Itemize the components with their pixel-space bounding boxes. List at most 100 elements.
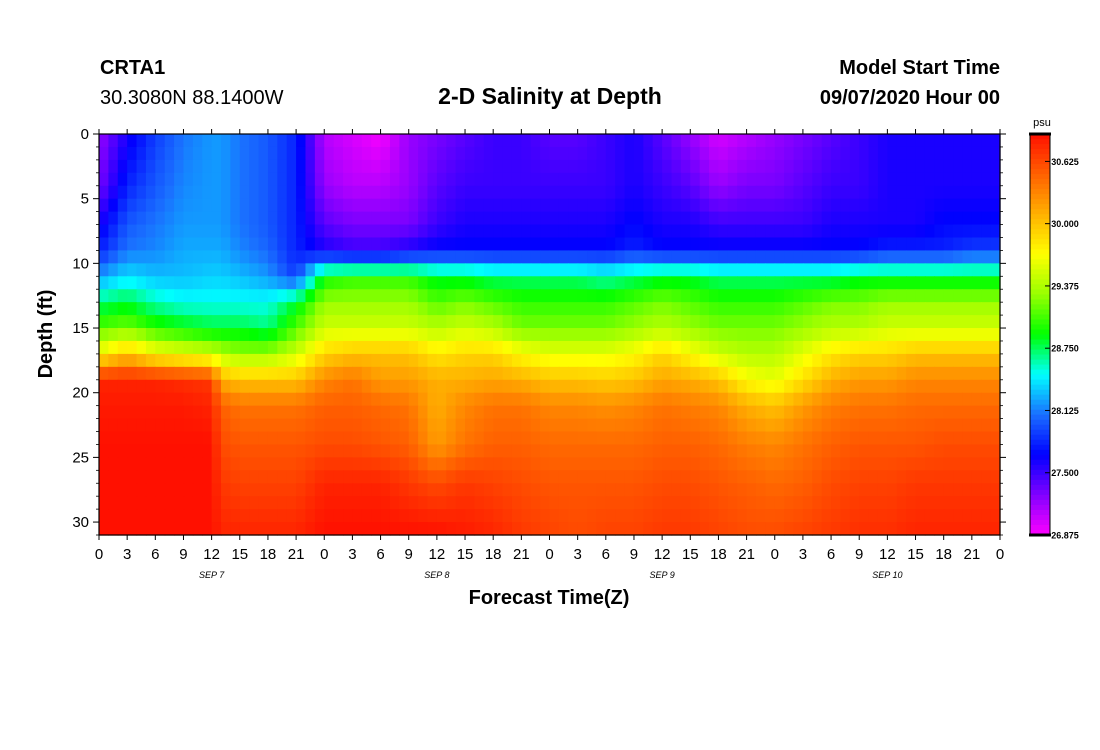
heatmap-cell bbox=[239, 198, 250, 213]
heatmap-cell bbox=[774, 366, 785, 381]
heatmap-cell bbox=[887, 509, 898, 523]
heatmap-cell bbox=[605, 224, 616, 239]
heatmap-cell bbox=[962, 302, 973, 316]
heatmap-cell bbox=[633, 483, 644, 497]
heatmap-cell bbox=[971, 405, 982, 420]
heatmap-cell bbox=[709, 483, 720, 497]
heatmap-cell bbox=[953, 302, 964, 316]
heatmap-cell bbox=[296, 263, 307, 277]
heatmap-cell bbox=[230, 483, 241, 497]
heatmap-cell bbox=[896, 483, 907, 497]
heatmap-cell bbox=[511, 211, 522, 226]
colorbar-segment bbox=[1030, 249, 1050, 255]
heatmap-cell bbox=[793, 431, 804, 446]
heatmap-cell bbox=[971, 483, 982, 497]
heatmap-cell bbox=[230, 302, 241, 316]
heatmap-cell bbox=[455, 224, 466, 239]
heatmap-cell bbox=[662, 237, 673, 252]
heatmap-cell bbox=[577, 353, 588, 368]
heatmap-cell bbox=[587, 172, 598, 187]
heatmap-cell bbox=[267, 418, 278, 433]
heatmap-cell bbox=[821, 315, 832, 329]
heatmap-cell bbox=[971, 418, 982, 433]
heatmap-cell bbox=[352, 263, 363, 277]
heatmap-cell bbox=[389, 444, 400, 458]
heatmap-cell bbox=[389, 431, 400, 446]
heatmap-cell bbox=[277, 405, 288, 420]
heatmap-cell bbox=[924, 237, 935, 252]
heatmap-cell bbox=[540, 289, 551, 303]
heatmap-cell bbox=[211, 353, 222, 368]
heatmap-cell bbox=[549, 483, 560, 497]
heatmap-cell bbox=[249, 185, 260, 200]
heatmap-cell bbox=[709, 328, 720, 342]
heatmap-cell bbox=[277, 522, 288, 536]
heatmap-cell bbox=[277, 302, 288, 316]
heatmap-cell bbox=[249, 237, 260, 252]
colorbar-segment bbox=[1030, 484, 1050, 491]
heatmap-cell bbox=[605, 431, 616, 446]
heatmap-cell bbox=[924, 198, 935, 213]
heatmap-cell bbox=[615, 470, 626, 484]
heatmap-cell bbox=[671, 353, 682, 368]
heatmap-cell bbox=[352, 418, 363, 433]
heatmap-cell bbox=[296, 276, 307, 290]
heatmap-cell bbox=[953, 328, 964, 342]
heatmap-cell bbox=[483, 172, 494, 187]
heatmap-cell bbox=[633, 276, 644, 290]
heatmap-cell bbox=[943, 250, 954, 264]
heatmap-cell bbox=[511, 198, 522, 213]
heatmap-cell bbox=[971, 211, 982, 226]
heatmap-cell bbox=[483, 431, 494, 446]
heatmap-cell bbox=[493, 172, 504, 187]
heatmap-cell bbox=[540, 366, 551, 381]
heatmap-cell bbox=[868, 198, 879, 213]
heatmap-cell bbox=[709, 405, 720, 420]
heatmap-cell bbox=[605, 418, 616, 433]
heatmap-cell bbox=[511, 172, 522, 187]
heatmap-cell bbox=[812, 444, 823, 458]
heatmap-cell bbox=[127, 353, 138, 368]
heatmap-cell bbox=[117, 134, 128, 148]
colorbar-segment bbox=[1030, 509, 1050, 516]
heatmap-cell bbox=[286, 185, 297, 200]
heatmap-cell bbox=[277, 353, 288, 368]
heatmap-cell bbox=[258, 134, 269, 148]
heatmap-cell bbox=[802, 340, 813, 355]
heatmap-cell bbox=[643, 366, 654, 381]
heatmap-cell bbox=[427, 159, 438, 174]
heatmap-cell bbox=[727, 237, 738, 252]
heatmap-cell bbox=[540, 159, 551, 174]
heatmap-cell bbox=[136, 328, 147, 342]
heatmap-cell bbox=[887, 457, 898, 471]
heatmap-cell bbox=[314, 379, 325, 394]
heatmap-cell bbox=[877, 250, 888, 264]
x-tick-label: 6 bbox=[827, 546, 835, 563]
heatmap-cell bbox=[399, 172, 410, 187]
heatmap-cell bbox=[755, 134, 766, 148]
heatmap-cell bbox=[727, 250, 738, 264]
heatmap-cell bbox=[521, 353, 532, 368]
heatmap-cell bbox=[624, 366, 635, 381]
heatmap-cell bbox=[314, 431, 325, 446]
heatmap-cell bbox=[530, 237, 541, 252]
heatmap-cell bbox=[174, 470, 185, 484]
heatmap-cell bbox=[136, 340, 147, 355]
heatmap-cell bbox=[587, 405, 598, 420]
heatmap-cell bbox=[877, 340, 888, 355]
colorbar-segment bbox=[1030, 339, 1050, 346]
heatmap-cell bbox=[427, 392, 438, 407]
heatmap-cell bbox=[915, 224, 926, 239]
heatmap-cell bbox=[755, 379, 766, 394]
heatmap-cell bbox=[727, 211, 738, 226]
heatmap-cell bbox=[624, 211, 635, 226]
heatmap-cell bbox=[343, 340, 354, 355]
heatmap-cell bbox=[915, 237, 926, 252]
heatmap-cell bbox=[399, 263, 410, 277]
heatmap-cell bbox=[652, 198, 663, 213]
heatmap-cell bbox=[662, 315, 673, 329]
heatmap-cell bbox=[793, 146, 804, 161]
heatmap-cell bbox=[737, 353, 748, 368]
heatmap-cell bbox=[286, 159, 297, 174]
heatmap-cell bbox=[352, 276, 363, 290]
